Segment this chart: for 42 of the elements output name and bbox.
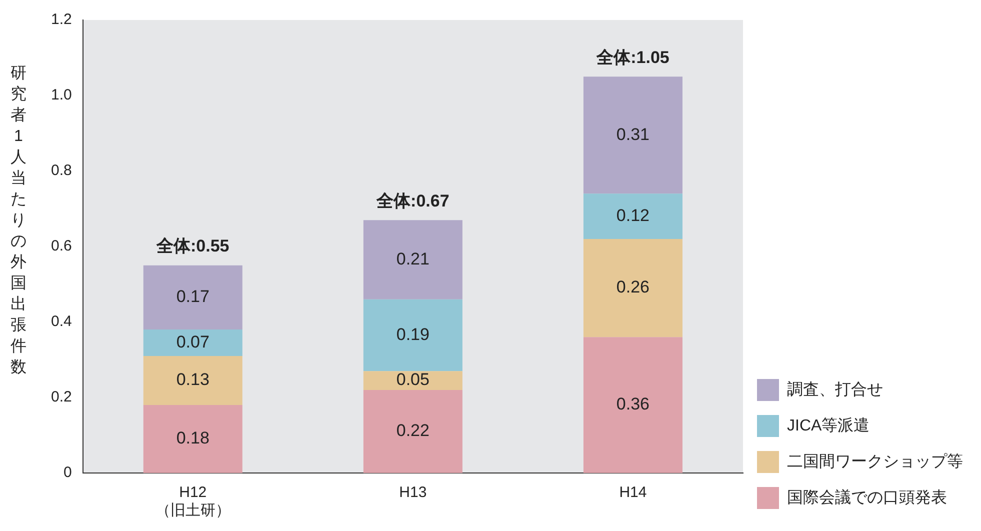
bar — [363, 371, 462, 390]
text: 研究者1人当たりの外国出張件数 — [10, 65, 26, 376]
data-label: 0.19 — [396, 324, 430, 344]
bar — [583, 337, 682, 473]
data-label: 0.12 — [616, 206, 650, 225]
bar — [363, 299, 462, 372]
legend-label: JICA等派遣 — [787, 416, 870, 434]
x-tick-label: H14 — [619, 484, 647, 502]
data-label: 0.17 — [176, 287, 210, 306]
total-label: 全体:1.05 — [596, 48, 670, 67]
y-tick-label: 0 — [64, 464, 72, 482]
data-label: 0.26 — [616, 278, 650, 297]
bar — [143, 330, 242, 356]
data-label: 0.05 — [396, 370, 430, 390]
data-label: 0.31 — [616, 124, 650, 144]
bar — [143, 356, 242, 406]
y-tick-label: 0.8 — [50, 162, 72, 180]
data-label: 0.07 — [176, 332, 210, 352]
data-label: 0.21 — [396, 249, 430, 268]
total-label: 全体:0.67 — [376, 191, 450, 210]
x-tick-label: H13 — [399, 484, 427, 502]
total-label: 全体:0.55 — [156, 236, 230, 256]
y-tick-label: 0.6 — [50, 238, 72, 255]
legend-label: 二国間ワークショップ等 — [787, 452, 963, 470]
y-tick-label: 1.2 — [50, 11, 72, 28]
bar — [363, 390, 462, 473]
bar — [583, 76, 682, 194]
data-label: 0.13 — [176, 370, 210, 390]
y-tick-label: 0.4 — [50, 313, 72, 330]
data-label: 0.36 — [616, 394, 650, 414]
bar — [583, 194, 682, 239]
y-tick-label: 0.2 — [50, 388, 72, 406]
x-tick-label: H12（旧土研） — [155, 484, 230, 520]
legend-label: 国際会議での口頭発表 — [787, 488, 947, 506]
bar — [363, 220, 462, 300]
bar — [143, 405, 242, 473]
data-label: 0.18 — [176, 428, 210, 448]
legend-label: 調査、打合せ — [787, 380, 883, 398]
bar — [583, 238, 682, 338]
bar — [143, 265, 242, 330]
data-label: 0.22 — [396, 421, 430, 440]
y-tick-label: 1.0 — [50, 86, 72, 104]
